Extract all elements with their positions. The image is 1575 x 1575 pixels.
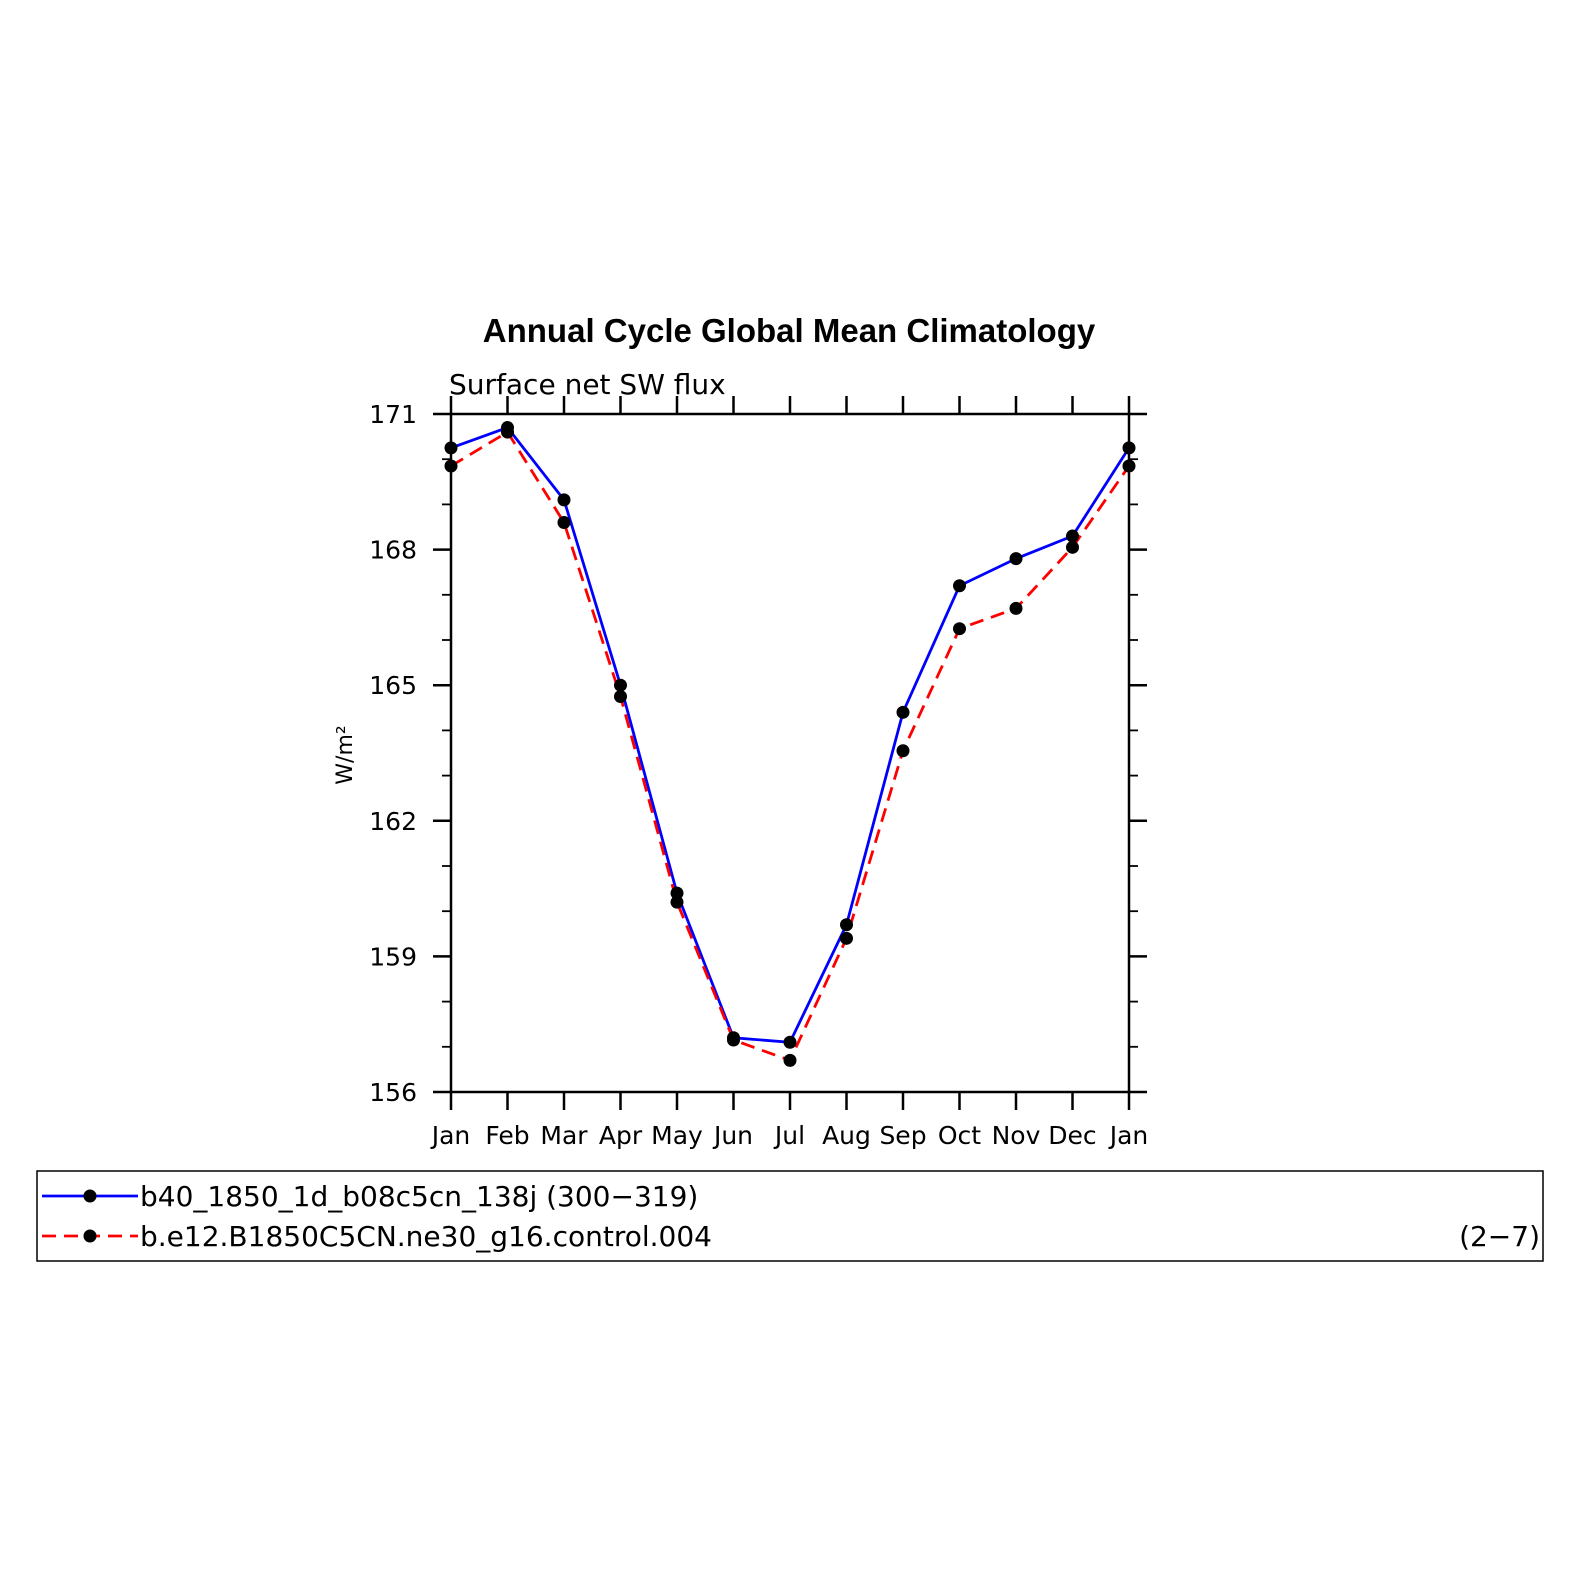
series-2-point — [896, 744, 910, 758]
series-2-point — [670, 895, 684, 909]
y-tick-label: 168 — [369, 536, 417, 565]
legend-annotation: (2−7) — [1459, 1220, 1540, 1253]
x-tick-label: Jan — [1108, 1121, 1149, 1150]
x-tick-label: May — [651, 1121, 703, 1150]
x-tick-label: Mar — [540, 1121, 588, 1150]
x-tick-label: Feb — [485, 1121, 529, 1150]
series-1-point — [1066, 529, 1079, 543]
series-1-point — [1122, 441, 1136, 455]
legend: b40_1850_1d_b08c5cn_138j (300−319) b.e12.… — [42, 1180, 712, 1253]
series-2-point — [727, 1033, 740, 1047]
y-tick-label: 159 — [369, 942, 417, 971]
series-1-point — [557, 493, 571, 507]
series-1-point — [1009, 552, 1023, 566]
series-1-point — [840, 918, 853, 932]
series-line-1 — [450, 425, 1131, 1044]
x-tick-label: Jun — [712, 1121, 753, 1150]
x-tick-label: Sep — [879, 1121, 926, 1150]
series-2-point — [783, 1053, 797, 1067]
series-1-point — [444, 441, 458, 455]
y-tick-label: 171 — [369, 400, 417, 429]
series-2-point — [557, 515, 571, 529]
legend-label-2: b.e12.B1850C5CN.ne30_g16.control.004 — [140, 1220, 712, 1253]
series-1-point — [953, 579, 966, 593]
series-2-point — [444, 459, 458, 473]
y-tick-label: 165 — [369, 671, 417, 700]
legend-marker-2 — [83, 1229, 97, 1243]
y-axis-label: W/m² — [333, 725, 358, 784]
x-tick-label: Aug — [822, 1121, 871, 1150]
series-2-point — [501, 425, 514, 439]
chart-title: Annual Cycle Global Mean Climatology — [483, 312, 1096, 349]
legend-box — [36, 1170, 1544, 1262]
legend-label-1: b40_1850_1d_b08c5cn_138j (300−319) — [140, 1180, 698, 1213]
x-tick-label: Apr — [599, 1121, 643, 1150]
x-tick-label: Dec — [1048, 1121, 1096, 1150]
x-tick-label: Jan — [430, 1121, 471, 1150]
chart-subtitle: Surface net SW flux — [449, 368, 726, 401]
series-2-point — [1066, 540, 1079, 554]
series-1-point — [614, 678, 627, 692]
series-1-point — [783, 1035, 797, 1049]
x-tick-label: Oct — [938, 1121, 981, 1150]
x-tick-label: Jul — [773, 1121, 805, 1150]
axis-ticks: Jan Feb Mar Apr May Jun Jul Aug Sep Oct Nov Dec Jan 1… — [369, 396, 1148, 1150]
legend-marker-1 — [83, 1189, 97, 1203]
plot-frame — [449, 412, 1131, 1094]
series-2-point — [953, 622, 966, 636]
series-2-point — [614, 690, 627, 703]
y-tick-label: 156 — [369, 1078, 417, 1107]
y-tick-label: 162 — [369, 807, 417, 836]
series-2-point — [840, 931, 853, 945]
x-tick-label: Nov — [992, 1121, 1041, 1150]
series-2-point — [1122, 459, 1136, 473]
series-line-2 — [450, 430, 1131, 1063]
series-1-point — [670, 886, 684, 900]
series-2-point — [1009, 601, 1023, 615]
series-1-point — [896, 705, 910, 719]
series-layer — [444, 421, 1136, 1067]
